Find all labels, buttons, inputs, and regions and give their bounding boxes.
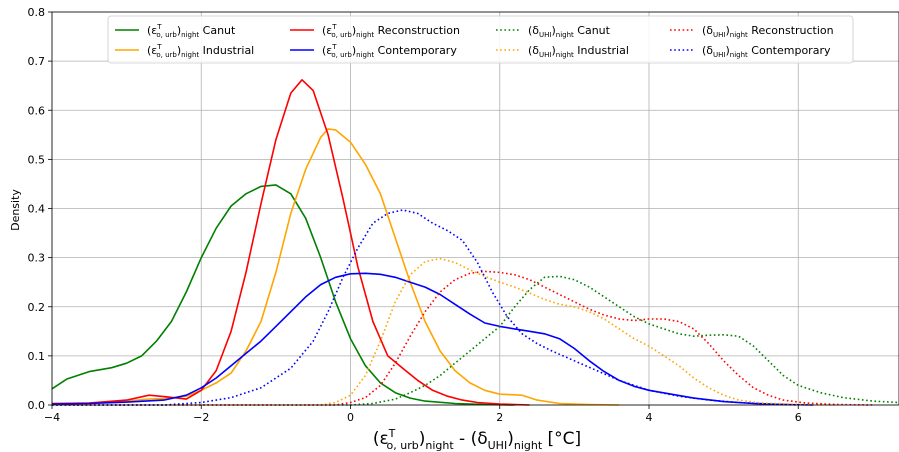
series-line-delta-reconstruction bbox=[52, 270, 873, 406]
series-lines bbox=[51, 79, 899, 406]
x-tick-label-5: 6 bbox=[795, 411, 802, 424]
legend-label-4: (δUHI)night Canut bbox=[528, 24, 611, 39]
series-line-eps-contemporary bbox=[51, 272, 814, 406]
legend-box bbox=[107, 15, 854, 64]
x-label-close1: ) bbox=[419, 429, 426, 449]
x-label-close2: ) bbox=[507, 429, 514, 449]
x-tick-label-0: −4 bbox=[44, 411, 60, 424]
legend-label-1: (εT o, urb)night Industrial bbox=[147, 43, 254, 59]
x-tick-label-4: 4 bbox=[646, 411, 653, 424]
series-line-delta-industrial bbox=[52, 257, 836, 406]
x-label-night1: night bbox=[425, 439, 454, 452]
x-label-eps-sub: o, urb bbox=[387, 439, 419, 452]
x-label-uhi-sub: UHI bbox=[488, 439, 508, 452]
y-tick-label-4: 0.4 bbox=[28, 203, 46, 216]
x-tick-label-3: 2 bbox=[496, 411, 503, 424]
x-label-night2: night bbox=[514, 439, 543, 452]
series-line-eps-canut bbox=[51, 184, 515, 406]
x-label-dash: - (δ bbox=[454, 429, 488, 449]
y-tick-label-1: 0.1 bbox=[28, 350, 46, 363]
axis-ticks: −4 −2 0 2 4 6 0.0 0.1 0.2 0.3 0.4 0.5 0.6 0.7 0.8 bbox=[28, 6, 802, 424]
series-line-eps-industrial bbox=[51, 128, 620, 406]
legend: (εT o, urb)night Canut (εT o, urb)night Ind… bbox=[107, 15, 854, 64]
legend-label-6: (δUHI)night Reconstruction bbox=[702, 24, 834, 39]
x-label-eps-sup: T bbox=[388, 427, 396, 440]
x-tick-label-1: −2 bbox=[193, 411, 209, 424]
legend-label-5: (δUHI)night Industrial bbox=[528, 44, 629, 59]
y-tick-label-0: 0.0 bbox=[28, 399, 46, 412]
x-label-eps: (ε bbox=[373, 429, 389, 449]
series-line-delta-contemporary bbox=[52, 209, 799, 406]
legend-label-0: (εT o, urb)night Canut bbox=[147, 23, 236, 39]
legend-label-7: (δUHI)night Contemporary bbox=[702, 44, 831, 59]
y-tick-label-2: 0.2 bbox=[28, 301, 46, 314]
y-tick-label-8: 0.8 bbox=[28, 6, 46, 19]
x-label-unit: [°C] bbox=[542, 429, 581, 449]
legend-label-3: (εT o, urb)night Contemporary bbox=[322, 43, 457, 59]
grid bbox=[51, 11, 899, 406]
y-tick-label-5: 0.5 bbox=[28, 153, 46, 166]
x-axis-label: (εT o, urb)night - (δUHI)night [°C] bbox=[373, 427, 581, 452]
y-tick-label-7: 0.7 bbox=[28, 55, 46, 68]
y-axis-label: Density bbox=[9, 189, 22, 231]
legend-label-2: (εT o, urb)night Reconstruction bbox=[322, 23, 460, 39]
y-tick-label-6: 0.6 bbox=[28, 104, 46, 117]
x-tick-label-2: 0 bbox=[347, 411, 354, 424]
y-tick-label-3: 0.3 bbox=[28, 252, 46, 265]
